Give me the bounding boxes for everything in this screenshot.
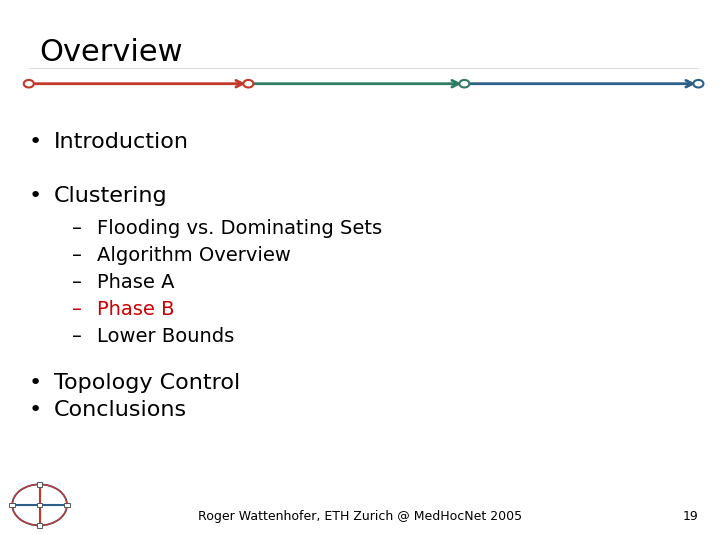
- Circle shape: [459, 80, 469, 87]
- Text: Clustering: Clustering: [54, 186, 168, 206]
- Circle shape: [243, 80, 253, 87]
- Text: Roger Wattenhofer, ETH Zurich @ MedHocNet 2005: Roger Wattenhofer, ETH Zurich @ MedHocNe…: [198, 510, 522, 523]
- Bar: [9, 503, 15, 507]
- Text: Conclusions: Conclusions: [54, 400, 187, 420]
- Bar: [37, 503, 42, 507]
- Bar: [37, 482, 42, 487]
- Text: –: –: [72, 327, 82, 346]
- Text: Lower Bounds: Lower Bounds: [97, 327, 235, 346]
- Bar: [37, 523, 42, 528]
- Text: •: •: [29, 373, 42, 393]
- Bar: [64, 503, 70, 507]
- Text: –: –: [72, 273, 82, 292]
- Text: Flooding vs. Dominating Sets: Flooding vs. Dominating Sets: [97, 219, 382, 238]
- Text: –: –: [72, 219, 82, 238]
- Text: 19: 19: [683, 510, 698, 523]
- Text: –: –: [72, 246, 82, 265]
- Text: Algorithm Overview: Algorithm Overview: [97, 246, 291, 265]
- Text: •: •: [29, 400, 42, 420]
- Text: –: –: [72, 300, 82, 319]
- Text: Phase B: Phase B: [97, 300, 175, 319]
- Text: Topology Control: Topology Control: [54, 373, 240, 393]
- Text: •: •: [29, 186, 42, 206]
- Text: Overview: Overview: [40, 38, 183, 67]
- Circle shape: [693, 80, 703, 87]
- Text: •: •: [29, 132, 42, 152]
- Circle shape: [24, 80, 34, 87]
- Text: Introduction: Introduction: [54, 132, 189, 152]
- Text: Phase A: Phase A: [97, 273, 175, 292]
